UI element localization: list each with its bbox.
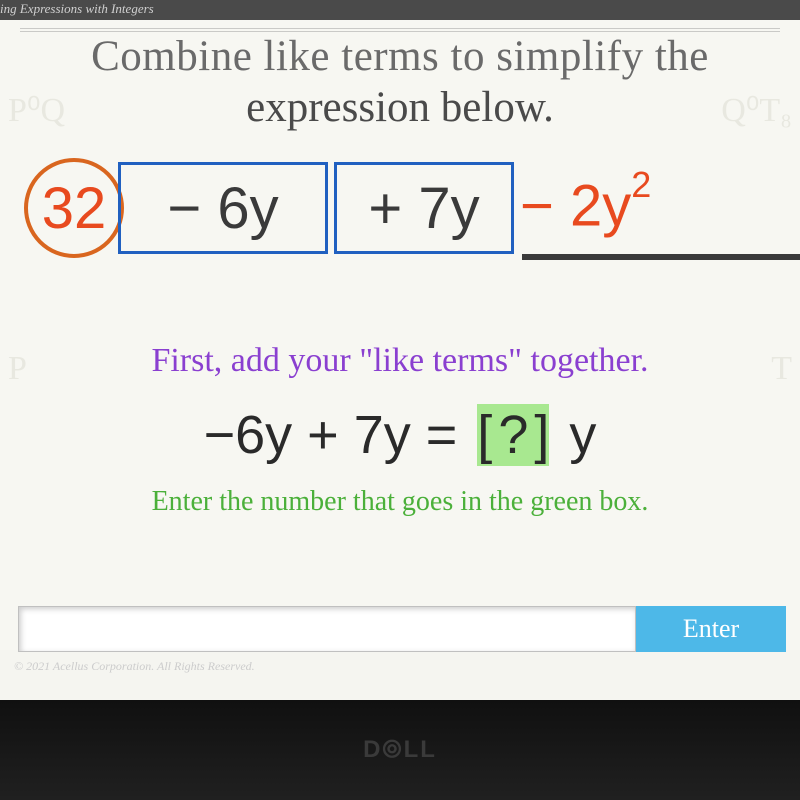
lesson-screen: ing Expressions with Integers P⁰Q Q⁰T₈ P…	[0, 0, 800, 700]
prompt-line-1: Combine like terms to simplify the	[20, 28, 780, 81]
right-bracket: ]	[534, 404, 549, 466]
prompt-line-2: expression below.	[20, 83, 780, 132]
expression-circled-term: 32	[24, 158, 124, 258]
tail-prefix: − 2y	[520, 173, 631, 238]
laptop-bezel: D⦾LL	[0, 700, 800, 800]
expression-display: 32 − 6y + 7y − 2y2	[20, 162, 780, 272]
copyright-footer: © 2021 Acellus Corporation. All Rights R…	[14, 659, 255, 674]
expression-box-2: + 7y	[334, 162, 514, 254]
answer-row: Enter	[18, 606, 786, 652]
content-area: Combine like terms to simplify the expre…	[0, 28, 800, 518]
brand-logo: D⦾LL	[363, 736, 437, 764]
left-bracket: [	[477, 404, 492, 466]
answer-input[interactable]	[18, 606, 636, 652]
answer-placeholder-box: [ ? ]	[477, 404, 549, 466]
breadcrumb-text: ing Expressions with Integers	[0, 1, 154, 16]
equation-display: −6y + 7y = [ ? ] y	[20, 404, 780, 466]
expression-tail-term: − 2y2	[520, 172, 651, 239]
breadcrumb: ing Expressions with Integers	[0, 0, 800, 20]
instruction-step-1: First, add your "like terms" together.	[20, 342, 780, 380]
expression-box-1: − 6y	[118, 162, 328, 254]
enter-button[interactable]: Enter	[636, 606, 786, 652]
equation-rhs-suffix: y	[569, 404, 596, 466]
placeholder-question-mark: ?	[492, 404, 534, 466]
tail-superscript: 2	[631, 164, 651, 205]
instruction-hint: Enter the number that goes in the green …	[20, 486, 780, 518]
equation-lhs: −6y + 7y =	[204, 404, 458, 466]
expression-underline	[522, 254, 800, 260]
